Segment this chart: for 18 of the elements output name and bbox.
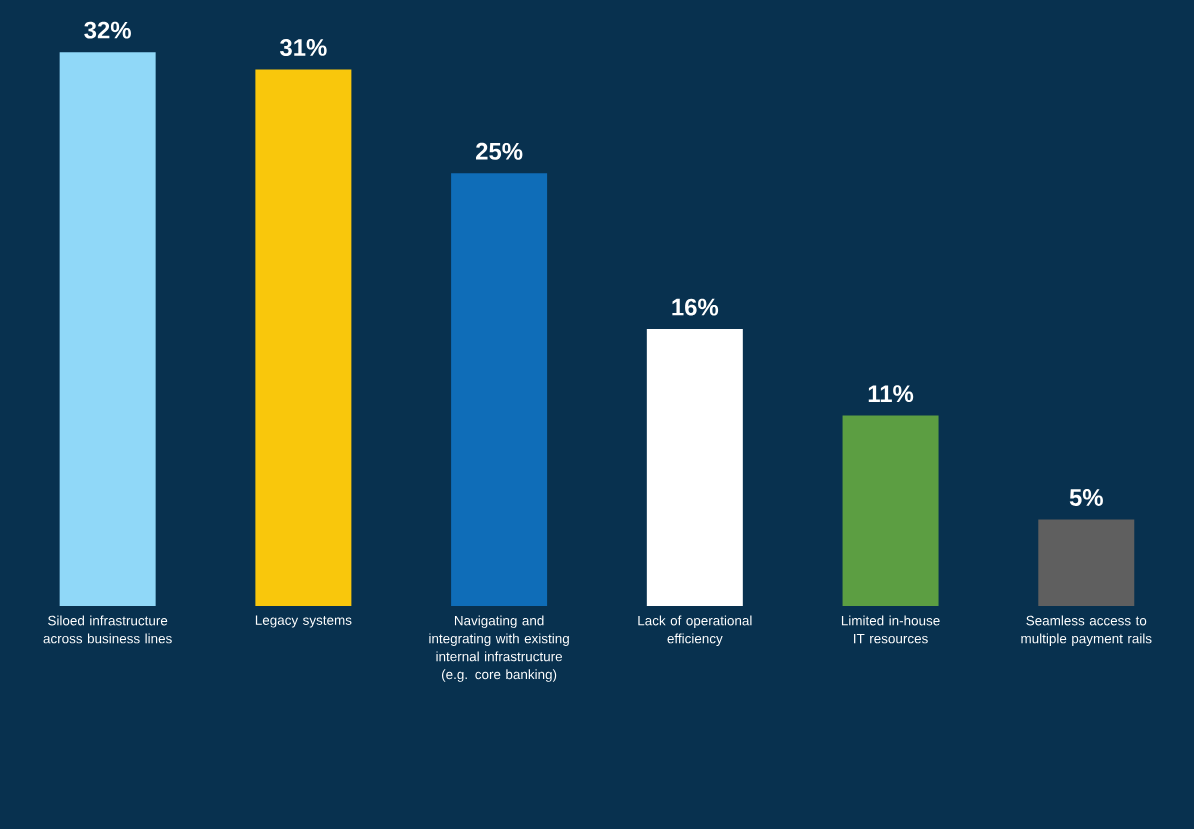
data-label: 31% [279, 38, 327, 56]
bar [59, 52, 156, 606]
data-label: 11% [868, 385, 914, 403]
data-label: 5% [1069, 489, 1103, 506]
x-tick-label: Navigating and integrating with existing internal infrastructure (e.g. core banking) [429, 615, 569, 682]
x-tick-label: Siloed infrastructure across business lines [43, 615, 172, 644]
data-label: 32% [84, 21, 131, 39]
data-label: 16% [672, 298, 719, 316]
bar [1038, 519, 1135, 606]
x-tick-label: Lack of operational efficiency [638, 615, 752, 646]
x-tick-label: Limited in-house IT resources [841, 615, 940, 644]
bar [451, 173, 548, 606]
x-tick-label: Legacy systems [255, 615, 352, 628]
bar [646, 329, 743, 606]
bar [842, 415, 939, 606]
data-label: 25% [476, 142, 523, 160]
x-tick-label: Seamless access to multiple payment rails [1021, 615, 1152, 646]
bar [255, 69, 352, 606]
